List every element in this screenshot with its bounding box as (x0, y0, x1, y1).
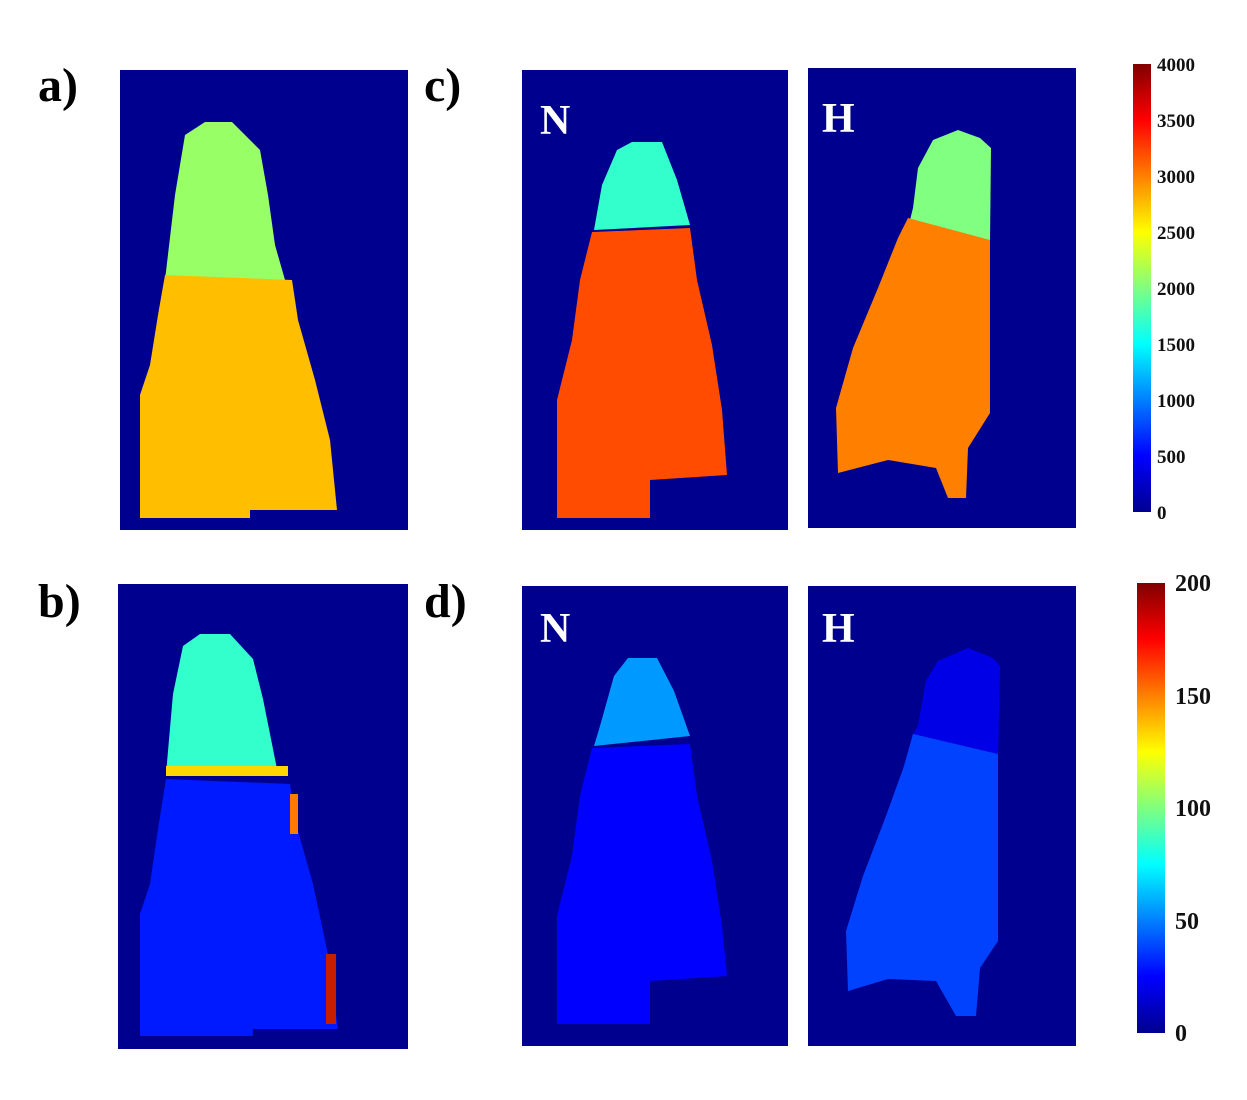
map-panel-a (120, 70, 408, 530)
map-d-h-upper-region (913, 648, 1000, 756)
colorbar-top-tick: 3000 (1157, 167, 1195, 188)
colorbar-bottom (1137, 583, 1165, 1033)
colorbar-bottom-tick: 100 (1175, 796, 1211, 822)
map-b-lower-region (140, 779, 338, 1036)
colorbar-bottom-tick: 200 (1175, 571, 1211, 597)
map-panel-c-h: H (808, 68, 1076, 528)
map-c-n-upper-region (594, 142, 690, 230)
map-b-edge-hot-2 (290, 794, 298, 834)
sub-label-c-h: H (822, 96, 855, 142)
panel-label-b: b) (38, 575, 81, 628)
map-b-interface-band (166, 766, 288, 776)
colorbar-top-tick: 4000 (1157, 55, 1195, 76)
map-d-n-lower-region (557, 744, 727, 1024)
colorbar-bottom-tick: 50 (1175, 909, 1199, 935)
colorbar-top-tick: 2000 (1157, 279, 1195, 300)
map-a-lower-region (140, 275, 337, 518)
colorbar-top (1133, 64, 1151, 512)
map-panel-b (118, 584, 408, 1049)
map-c-h-lower-region (836, 218, 990, 498)
panel-label-a: a) (38, 59, 78, 112)
map-c-n-lower-region (557, 228, 727, 518)
map-panel-c-n: N (522, 70, 788, 530)
sub-label-c-n: N (540, 98, 571, 144)
panel-label-d: d) (424, 575, 467, 628)
map-d-h-lower-region (846, 734, 998, 1016)
colorbar-top-tick: 0 (1157, 503, 1167, 524)
map-b-upper-region (166, 634, 278, 774)
colorbar-top-tick: 3500 (1157, 111, 1195, 132)
map-b-edge-hot-1 (326, 954, 336, 1024)
colorbar-top-tick: 2500 (1157, 223, 1195, 244)
map-a-upper-region (165, 122, 285, 280)
map-panel-d-h: H (808, 586, 1076, 1046)
map-c-h-upper-region (908, 130, 991, 243)
panel-label-c: c) (424, 59, 462, 112)
sub-label-d-h: H (822, 606, 855, 652)
colorbar-top-tick: 1000 (1157, 391, 1195, 412)
colorbar-bottom-tick: 150 (1175, 684, 1211, 710)
colorbar-bottom-tick: 0 (1175, 1021, 1187, 1047)
colorbar-top-tick: 500 (1157, 447, 1186, 468)
colorbar-top-tick: 1500 (1157, 335, 1195, 356)
sub-label-d-n: N (540, 606, 571, 652)
map-d-n-upper-region (594, 658, 690, 746)
map-panel-d-n: N (522, 586, 788, 1046)
